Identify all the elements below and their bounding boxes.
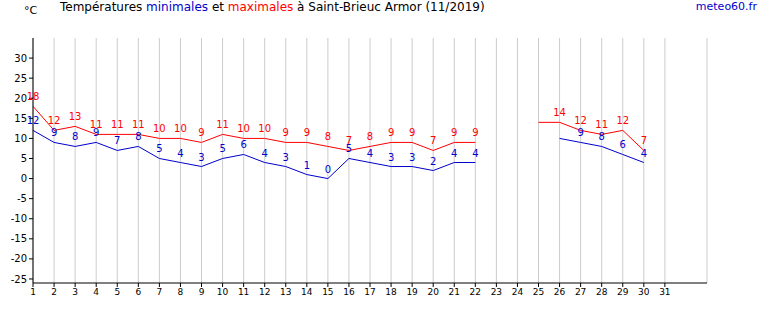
- svg-text:10: 10: [14, 133, 27, 144]
- svg-text:2: 2: [51, 287, 57, 297]
- svg-text:5: 5: [345, 143, 353, 155]
- svg-text:7: 7: [641, 135, 647, 146]
- svg-text:0: 0: [325, 164, 331, 175]
- svg-text:9: 9: [93, 127, 100, 139]
- svg-text:4: 4: [451, 148, 457, 159]
- svg-text:12: 12: [574, 115, 587, 126]
- svg-text:5: 5: [21, 153, 27, 164]
- svg-text:5: 5: [114, 287, 120, 297]
- svg-text:8: 8: [325, 131, 331, 142]
- svg-text:4: 4: [641, 148, 647, 159]
- svg-text:13: 13: [69, 111, 82, 122]
- svg-text:5: 5: [156, 143, 162, 154]
- svg-text:30: 30: [638, 287, 650, 297]
- svg-text:11: 11: [216, 119, 229, 130]
- svg-text:9: 9: [304, 127, 310, 138]
- svg-text:8: 8: [135, 131, 141, 142]
- svg-text:4: 4: [367, 148, 373, 159]
- svg-text:13: 13: [280, 287, 291, 297]
- svg-text:9: 9: [388, 127, 394, 138]
- svg-text:15: 15: [14, 113, 27, 124]
- svg-text:24: 24: [512, 287, 524, 297]
- svg-text:14: 14: [301, 287, 313, 297]
- svg-text:5: 5: [219, 143, 225, 154]
- svg-text:4: 4: [472, 148, 478, 159]
- svg-text:12: 12: [48, 115, 61, 126]
- svg-text:0: 0: [21, 173, 27, 184]
- svg-text:10: 10: [237, 123, 250, 134]
- svg-text:9: 9: [409, 127, 415, 138]
- html-text:Températures minimales et maxi: Températures minimales et maximales à Sa…: [60, 0, 485, 14]
- svg-text:10: 10: [153, 123, 166, 134]
- svg-text:15: 15: [322, 287, 333, 297]
- svg-text:4: 4: [177, 148, 183, 159]
- svg-text:9: 9: [198, 127, 204, 138]
- svg-text:19: 19: [406, 287, 418, 297]
- html-text:°C: °C: [24, 4, 38, 17]
- svg-text:9: 9: [283, 127, 289, 138]
- svg-text:8: 8: [367, 131, 373, 142]
- svg-text:10: 10: [174, 123, 187, 134]
- svg-text:18: 18: [385, 287, 397, 297]
- svg-text:-10: -10: [11, 213, 27, 224]
- svg-text:8: 8: [72, 131, 78, 142]
- svg-text:4: 4: [262, 148, 268, 159]
- svg-text:28: 28: [596, 287, 608, 297]
- svg-text:3: 3: [198, 152, 204, 163]
- svg-text:9: 9: [577, 127, 583, 138]
- svg-text:7: 7: [430, 135, 436, 146]
- svg-text:11: 11: [90, 119, 103, 130]
- html-text:meteo60.fr: meteo60.fr: [695, 0, 757, 13]
- svg-text:11: 11: [595, 119, 608, 130]
- svg-text:8: 8: [178, 287, 184, 297]
- svg-text:31: 31: [659, 287, 670, 297]
- svg-text:1: 1: [30, 287, 36, 297]
- svg-text:-20: -20: [11, 253, 27, 264]
- svg-text:27: 27: [575, 287, 586, 297]
- svg-text:29: 29: [617, 287, 629, 297]
- svg-text:11: 11: [111, 119, 124, 130]
- svg-text:18: 18: [27, 91, 40, 102]
- svg-text:26: 26: [554, 287, 566, 297]
- svg-text:6: 6: [240, 139, 246, 150]
- svg-text:22: 22: [470, 287, 481, 297]
- svg-text:25: 25: [14, 73, 27, 84]
- svg-text:12: 12: [27, 115, 40, 126]
- svg-text:14: 14: [553, 107, 566, 118]
- svg-text:23: 23: [491, 287, 502, 297]
- svg-text:10: 10: [217, 287, 229, 297]
- svg-text:20: 20: [427, 287, 439, 297]
- svg-text:12: 12: [259, 287, 270, 297]
- svg-text:3: 3: [388, 152, 394, 163]
- svg-text:-25: -25: [11, 274, 27, 285]
- svg-text:20: 20: [14, 93, 27, 104]
- svg-text:25: 25: [533, 287, 544, 297]
- svg-text:-15: -15: [11, 233, 27, 244]
- svg-text:6: 6: [135, 287, 141, 297]
- svg-text:7: 7: [157, 287, 163, 297]
- svg-text:3: 3: [283, 152, 289, 163]
- svg-text:11: 11: [132, 119, 145, 130]
- svg-text:9: 9: [51, 127, 57, 138]
- svg-text:2: 2: [430, 156, 436, 167]
- svg-text:3: 3: [409, 152, 415, 163]
- svg-text:21: 21: [449, 287, 460, 297]
- svg-text:7: 7: [346, 135, 352, 146]
- svg-text:6: 6: [620, 139, 626, 150]
- svg-text:1: 1: [304, 160, 310, 171]
- svg-text:4: 4: [93, 287, 99, 297]
- svg-text:12: 12: [616, 115, 629, 126]
- svg-text:8: 8: [599, 131, 605, 142]
- svg-text:17: 17: [364, 287, 375, 297]
- svg-text:9: 9: [472, 127, 478, 138]
- svg-text:7: 7: [114, 135, 120, 146]
- svg-text:11: 11: [238, 287, 249, 297]
- svg-text:30: 30: [14, 53, 27, 64]
- svg-text:9: 9: [199, 287, 205, 297]
- svg-text:9: 9: [451, 127, 457, 138]
- svg-text:10: 10: [258, 123, 271, 134]
- svg-text:3: 3: [72, 287, 78, 297]
- svg-text:16: 16: [343, 287, 355, 297]
- svg-text:-5: -5: [17, 193, 27, 204]
